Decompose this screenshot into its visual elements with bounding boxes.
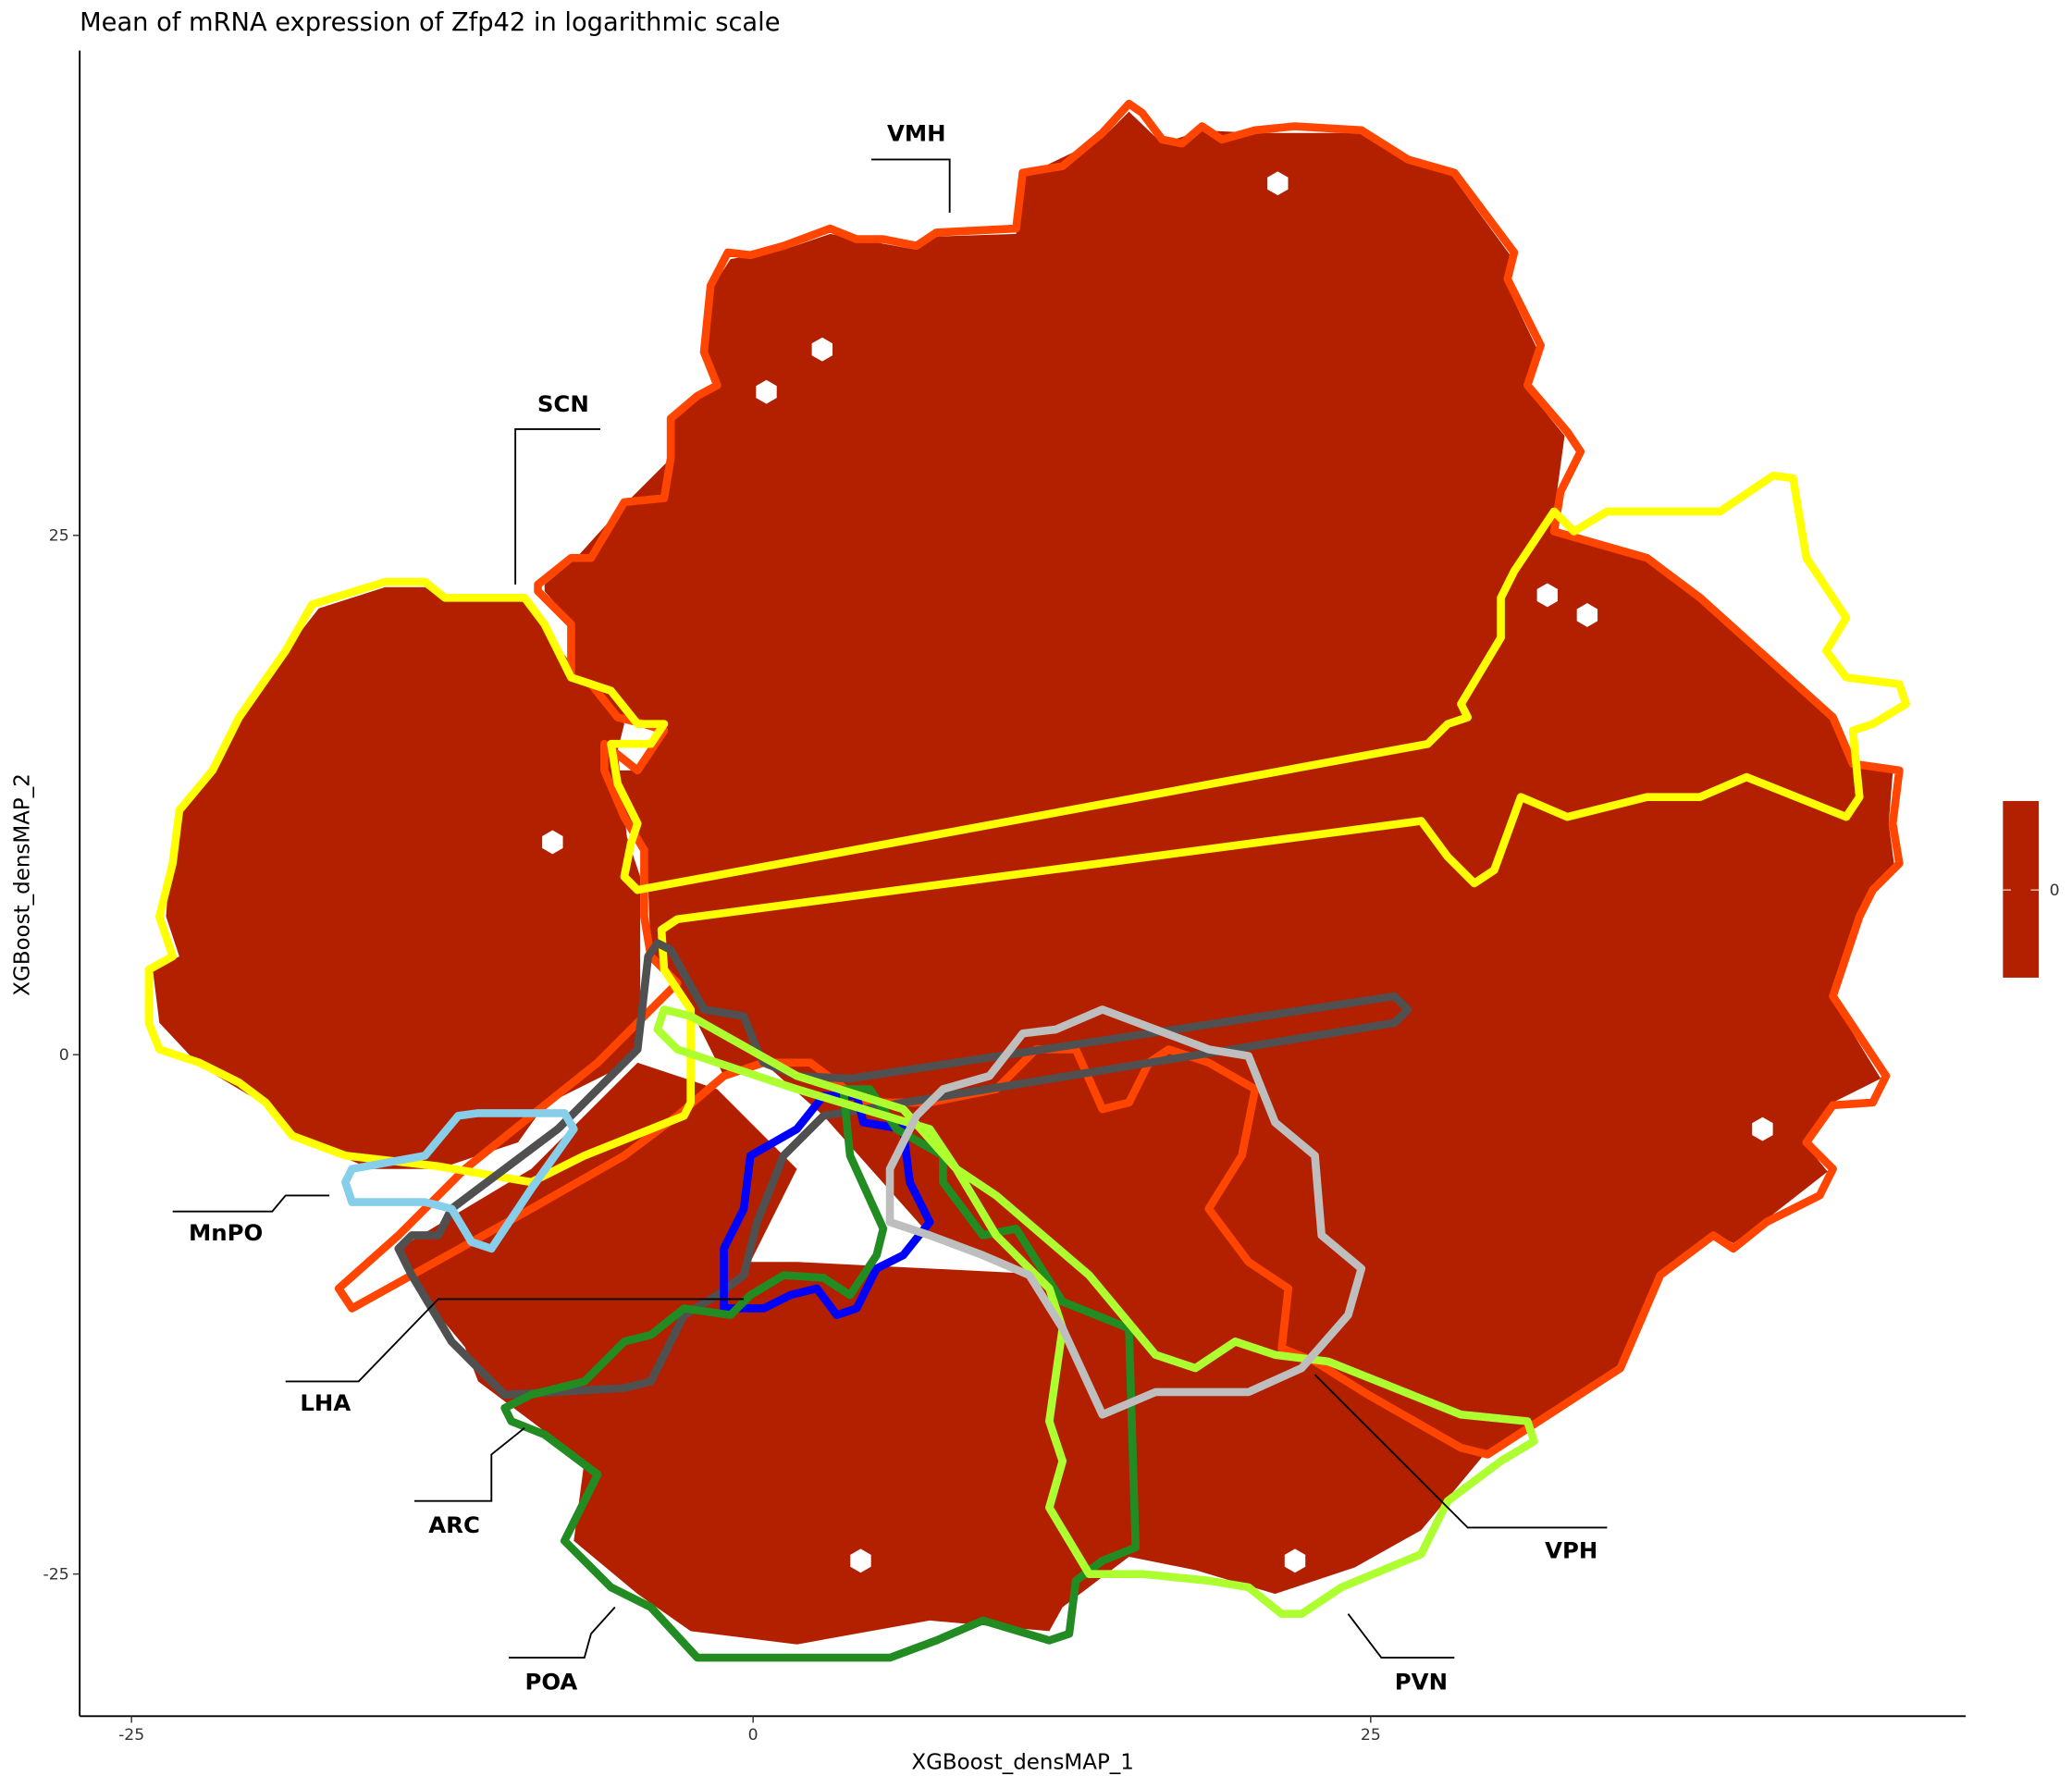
leader-arc xyxy=(414,1426,525,1502)
y-tick-label: -25 xyxy=(43,1565,69,1584)
leader-scn xyxy=(514,427,601,585)
region-label-lha: LHA xyxy=(300,1389,351,1416)
leader-vph xyxy=(1314,1374,1608,1529)
leader-mnpo xyxy=(172,1194,330,1213)
hex-gap xyxy=(1284,1548,1306,1573)
region-outline-vph xyxy=(885,1005,1366,1419)
region-label-mnpo: MnPO xyxy=(189,1219,263,1246)
hex-gap xyxy=(756,379,777,404)
hex-gap xyxy=(1752,1116,1773,1141)
hex-gap xyxy=(368,1179,389,1204)
x-axis-title: XGBoost_densMAP_1 xyxy=(911,1751,1134,1775)
y-tick-label: 25 xyxy=(49,527,69,546)
x-tick-label: 0 xyxy=(748,1726,758,1745)
colorbar-tick-label: 0 xyxy=(2050,882,2060,900)
y-ticks: 25 0 -25 xyxy=(43,527,80,1584)
hex-gaps xyxy=(368,171,1893,1573)
region-outline-lha xyxy=(394,939,1412,1400)
region-label-pvn: PVN xyxy=(1395,1669,1448,1696)
hexbin-cloud xyxy=(153,111,1894,1645)
hex-gap xyxy=(1536,583,1559,608)
region-label-poa: POA xyxy=(524,1669,577,1696)
y-axis-title: XGBoost_densMAP_2 xyxy=(11,773,35,996)
region-label-scn: SCN xyxy=(537,390,589,417)
hex-gap xyxy=(811,337,833,362)
region-outline-vmh xyxy=(334,99,1904,1459)
leader-poa xyxy=(508,1606,616,1659)
leader-lha xyxy=(285,1298,745,1383)
x-tick-label: 25 xyxy=(1361,1726,1381,1745)
region-label-arc: ARC xyxy=(428,1511,480,1538)
region-label-vph: VPH xyxy=(1545,1536,1597,1563)
region-label-vmh: VMH xyxy=(887,119,946,146)
x-tick-label: -25 xyxy=(118,1726,144,1745)
hex-gap xyxy=(1503,1502,1525,1526)
hex-gap xyxy=(1576,603,1598,627)
leader-pvn xyxy=(1347,1613,1455,1659)
hex-gap xyxy=(542,830,563,855)
region-outline-pvn xyxy=(653,1005,1538,1619)
x-ticks: -25 0 25 xyxy=(118,1716,1381,1745)
chart-title: Mean of mRNA expression of Zfp42 in loga… xyxy=(80,8,780,37)
hex-gap xyxy=(850,1548,871,1573)
legend-colorbar: 0 xyxy=(2003,800,2060,978)
hex-gap xyxy=(1871,685,1893,709)
hex-cluster-left xyxy=(153,586,641,1169)
hex-cluster-bottom xyxy=(445,1262,1488,1645)
hex-cluster-tail xyxy=(398,1062,797,1395)
hex-gap xyxy=(1765,482,1786,507)
leader-vmh xyxy=(870,158,951,213)
region-outline-blue xyxy=(720,1092,934,1319)
hex-gap xyxy=(1267,171,1289,196)
region-outline-scn xyxy=(144,471,1910,1187)
y-tick-label: 0 xyxy=(59,1046,69,1065)
region-outline-mnpo xyxy=(341,1109,578,1253)
region-outline-poa-arc xyxy=(500,1085,1140,1662)
